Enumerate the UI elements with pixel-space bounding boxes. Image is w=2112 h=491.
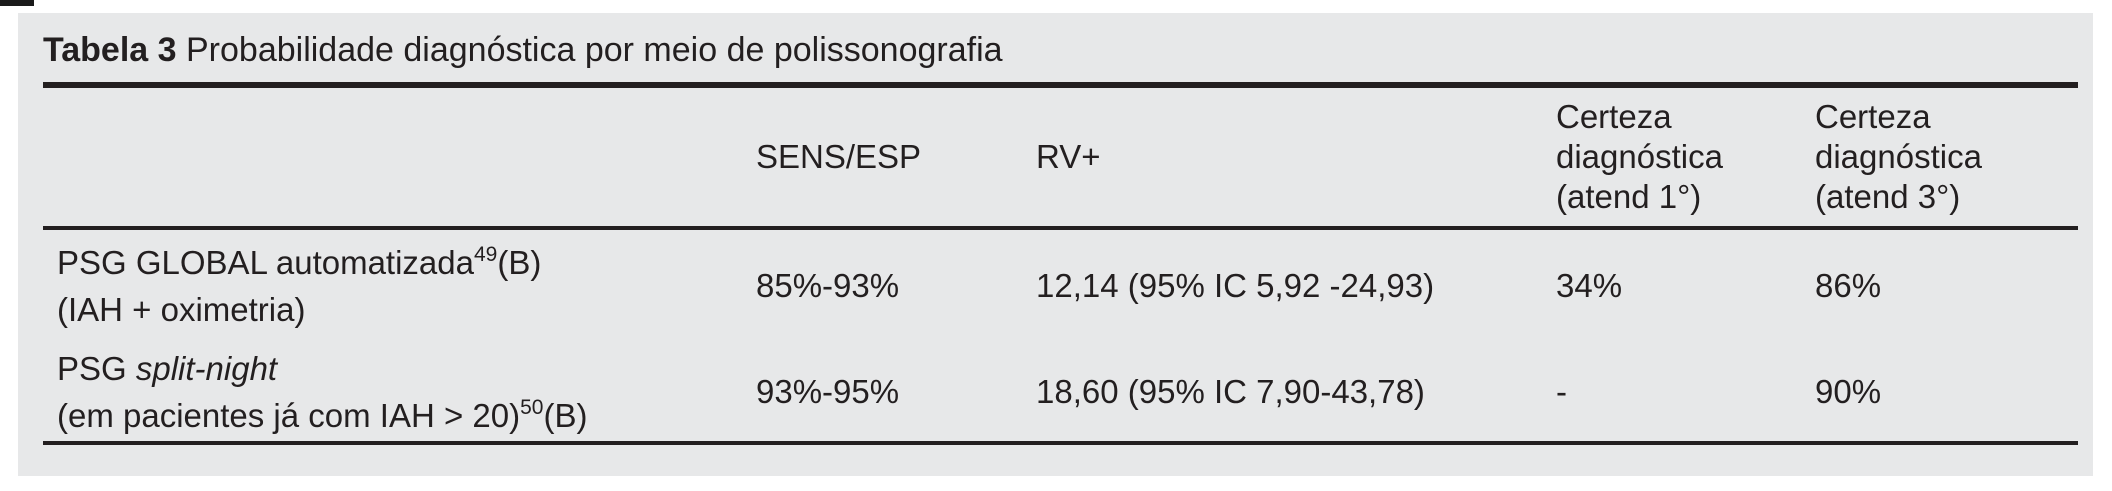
row-label-psg-global: PSG GLOBAL automatizada49(B) (IAH + oxim… bbox=[43, 228, 756, 342]
table-number: Tabela 3 bbox=[43, 31, 177, 69]
cell-sens-esp: 93%-95% bbox=[756, 342, 1036, 445]
cell-rv-plus: 12,14 (95% IC 5,92 -24,93) bbox=[1036, 267, 1435, 304]
cell-certeza-atend-1: - bbox=[1556, 342, 1815, 445]
row-label-line-1: PSG GLOBAL automatizada49(B) bbox=[57, 243, 542, 281]
table-row-psg-split-night: PSG split-night (em pacientes já com IAH… bbox=[43, 342, 2078, 445]
header-certeza-atend-1: Certeza diagnóstica (atend 1°) bbox=[1556, 82, 1815, 230]
reference-superscript: 50 bbox=[520, 395, 544, 419]
header-certeza-atend-3: Certeza diagnóstica (atend 3°) bbox=[1815, 82, 2078, 230]
header-row: SENS/ESP RV+ Certeza diagnóstica (atend … bbox=[43, 82, 2078, 230]
reference-superscript: 49 bbox=[474, 243, 498, 266]
italic-term: split-night bbox=[135, 349, 278, 387]
diagnostic-probability-table: SENS/ESP RV+ Certeza diagnóstica (atend … bbox=[43, 82, 2078, 445]
scan-edge-artifact bbox=[0, 0, 34, 6]
evidence-grade: (B) bbox=[543, 396, 588, 434]
row-label-line-2: (em pacientes já com IAH > 20)50(B) bbox=[57, 395, 588, 434]
row-label-line-2: (IAH + oximetria) bbox=[57, 291, 306, 328]
cell-rv-plus: 18,60 (95% IC 7,90-43,78) bbox=[1036, 342, 1556, 445]
cell-certeza-atend-3: 90% bbox=[1815, 342, 2078, 445]
header-rv-plus: RV+ bbox=[1036, 82, 1556, 230]
cell-sens-esp: 85%-93% bbox=[756, 267, 900, 304]
cell-certeza-atend-1: 34% bbox=[1556, 267, 1623, 304]
table-row-psg-global: PSG GLOBAL automatizada49(B) (IAH + oxim… bbox=[43, 228, 2078, 342]
cell-certeza-atend-3: 86% bbox=[1815, 267, 1882, 304]
header-sens-esp: SENS/ESP bbox=[756, 82, 1036, 230]
row-label-psg-split-night: PSG split-night (em pacientes já com IAH… bbox=[43, 342, 756, 445]
header-row-label bbox=[43, 82, 756, 230]
table-panel: Tabela 3 Probabilidade diagnóstica por m… bbox=[18, 13, 2093, 476]
table-title: Tabela 3 Probabilidade diagnóstica por m… bbox=[43, 31, 1003, 70]
table-caption: Probabilidade diagnóstica por meio de po… bbox=[186, 31, 1003, 69]
row-label-line-1: PSG split-night bbox=[57, 349, 278, 387]
evidence-grade: (B) bbox=[497, 244, 542, 281]
